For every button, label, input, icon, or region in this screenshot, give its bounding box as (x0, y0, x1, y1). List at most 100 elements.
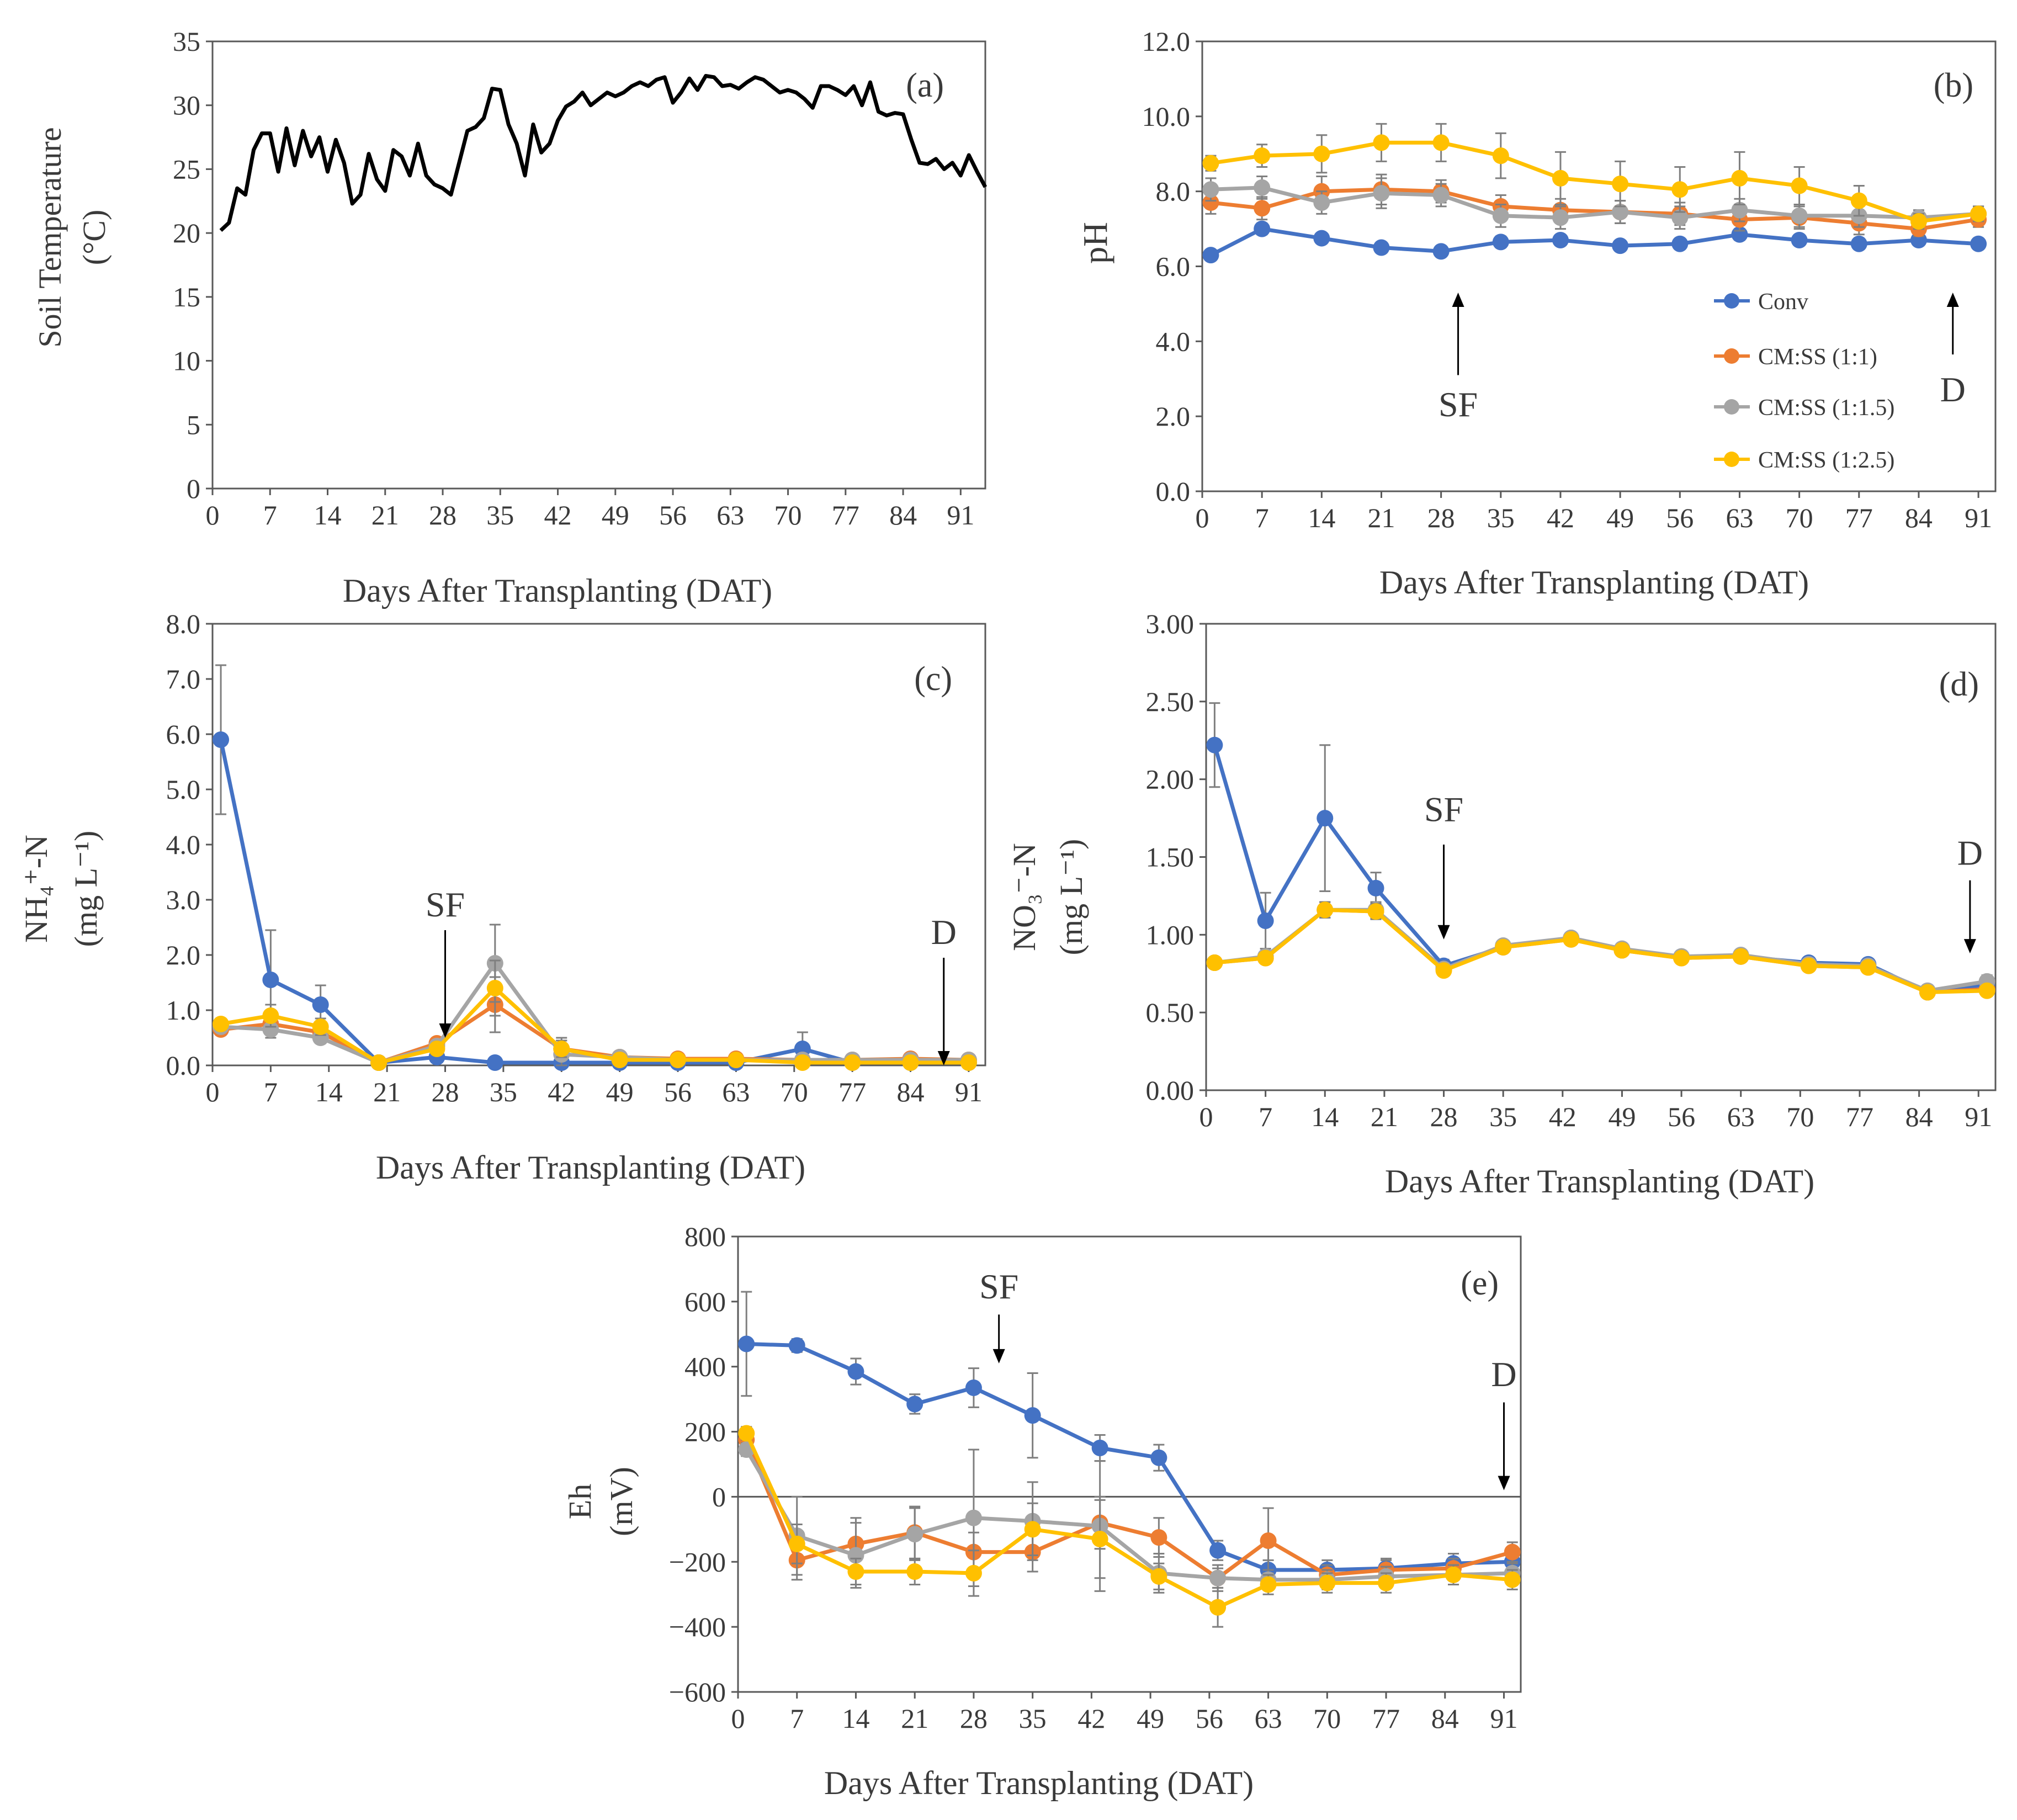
data-point (1495, 938, 1512, 956)
data-point (262, 1007, 279, 1024)
data-point (728, 1052, 745, 1068)
chart-panel-b-ph: 0.0 2.0 4.0 6.0 8.0 10.0 12.0 0 7 14 21 28 35 42 49 56 6… (1077, 26, 1997, 601)
annotation-d: D (1940, 293, 1966, 409)
data-point (213, 731, 230, 748)
data-point (262, 1021, 279, 1038)
series-line (1210, 140, 1979, 224)
legend-label-cmss-1-1: CM:SS (1:1) (1758, 344, 1877, 370)
annotation-sf: SF (979, 1267, 1018, 1363)
panel-label: (e) (1461, 1265, 1499, 1302)
x-tick-label: 91 (1490, 1703, 1518, 1734)
x-tick-label: 70 (1786, 502, 1813, 533)
x-tick-label: 35 (1019, 1703, 1047, 1734)
x-tick-label: 49 (1137, 1703, 1164, 1734)
series-line (745, 1448, 1512, 1582)
data-point (1254, 220, 1271, 237)
annotation-arrow-head (992, 1349, 1005, 1363)
data-point (847, 1563, 864, 1580)
data-point (1206, 736, 1223, 754)
legend-label-cmss-1-1-5: CM:SS (1:1.5) (1758, 395, 1894, 421)
annotation-sf: SF (1424, 790, 1463, 940)
chart-panel-e-eh: −600 −400 −200 0 200 400 600 800 0 7 14 21 28 35 42 49 5… (562, 1221, 1522, 1801)
data-point (1673, 949, 1690, 967)
x-tick-label: 28 (1427, 502, 1455, 533)
series-line (1209, 227, 1979, 257)
data-point (960, 1054, 977, 1071)
x-tick-label: 63 (722, 1076, 750, 1107)
y-tick-label: 5.0 (166, 774, 201, 805)
data-point (1492, 207, 1509, 224)
data-point (1254, 179, 1271, 196)
x-tick-label: 91 (1965, 502, 1992, 533)
y-tick-label: −200 (669, 1546, 726, 1577)
x-tick-label: 21 (1371, 1101, 1398, 1132)
y-tick-label: 0.0 (166, 1050, 201, 1081)
data-point (213, 1016, 230, 1032)
legend-marker-cmss-1-2-5 (1724, 452, 1739, 467)
x-tick-label: 77 (1846, 1101, 1873, 1132)
series-line (219, 74, 988, 232)
data-point (312, 996, 329, 1013)
x-axis-label: Days After Transplanting (DAT) (376, 1149, 805, 1186)
y-tick-label: 0 (187, 473, 200, 504)
y-axis-label: pH (1077, 222, 1114, 264)
data-point (738, 1425, 755, 1442)
x-tick-label: 21 (373, 1076, 401, 1107)
y-tick-label: 25 (173, 153, 200, 184)
x-tick-label: 91 (955, 1076, 983, 1107)
x-tick-label: 56 (1196, 1703, 1223, 1734)
annotation-arrow-head (1963, 939, 1976, 954)
data-point (262, 972, 279, 988)
plot-frame (211, 40, 986, 490)
y-tick-label: 6.0 (166, 719, 201, 750)
data-point (486, 980, 503, 996)
data-point (1671, 209, 1689, 226)
x-tick-label: 70 (1786, 1101, 1814, 1132)
x-tick-label: 42 (544, 500, 572, 530)
x-tick-label: 91 (1965, 1101, 1992, 1132)
data-point (788, 1337, 805, 1354)
y-tick-label: 800 (684, 1221, 726, 1252)
data-point (1432, 134, 1450, 151)
data-point (1091, 1531, 1108, 1548)
data-point (906, 1395, 923, 1413)
y-tick-label: 7.0 (166, 664, 201, 694)
panel-label: (d) (1939, 666, 1979, 703)
y-tick-label: 2.0 (166, 940, 201, 970)
y-tick-label: 400 (684, 1351, 726, 1382)
data-point (1317, 810, 1334, 827)
y-tick-label: 4.0 (1156, 326, 1191, 357)
x-tick-label: 56 (1666, 502, 1694, 533)
data-point (1492, 147, 1509, 165)
y-tick-label: 1.00 (1146, 919, 1195, 950)
y-axis-label: NO₃⁻-N (1006, 843, 1042, 951)
x-tick-label: 7 (1259, 1101, 1272, 1132)
data-point (1910, 213, 1927, 230)
legend: Conv CM:SS (1:1) CM:SS (1:1.5) CM:SS (1:… (1714, 289, 1894, 473)
x-tick-label: 21 (901, 1703, 928, 1734)
x-tick-label: 0 (731, 1703, 745, 1734)
series-cm-ss-1-2-5 (738, 1425, 1521, 1628)
y-tick-label: 2.00 (1146, 764, 1195, 795)
data-point (1254, 147, 1271, 165)
data-point (428, 1041, 445, 1057)
data-point (1671, 235, 1689, 252)
x-tick-label: 56 (664, 1076, 692, 1107)
data-point (611, 1052, 628, 1068)
y-tick-label: 4.0 (166, 829, 201, 860)
data-point (1791, 231, 1808, 248)
annotation-arrow-head (1498, 1476, 1510, 1490)
data-point (1563, 931, 1580, 948)
data-point (670, 1052, 687, 1068)
y-tick-label: −600 (669, 1676, 726, 1707)
data-point (906, 1526, 923, 1543)
x-tick-label: 7 (263, 500, 277, 530)
data-point (1317, 901, 1334, 919)
data-point (1257, 949, 1274, 967)
data-point (1373, 239, 1390, 256)
series-cm-ss-1-2-5 (213, 959, 977, 1071)
data-point (1791, 207, 1808, 224)
x-tick-label: 14 (315, 1076, 343, 1107)
data-point (1373, 134, 1390, 151)
y-tick-label: 2.0 (1156, 401, 1191, 432)
